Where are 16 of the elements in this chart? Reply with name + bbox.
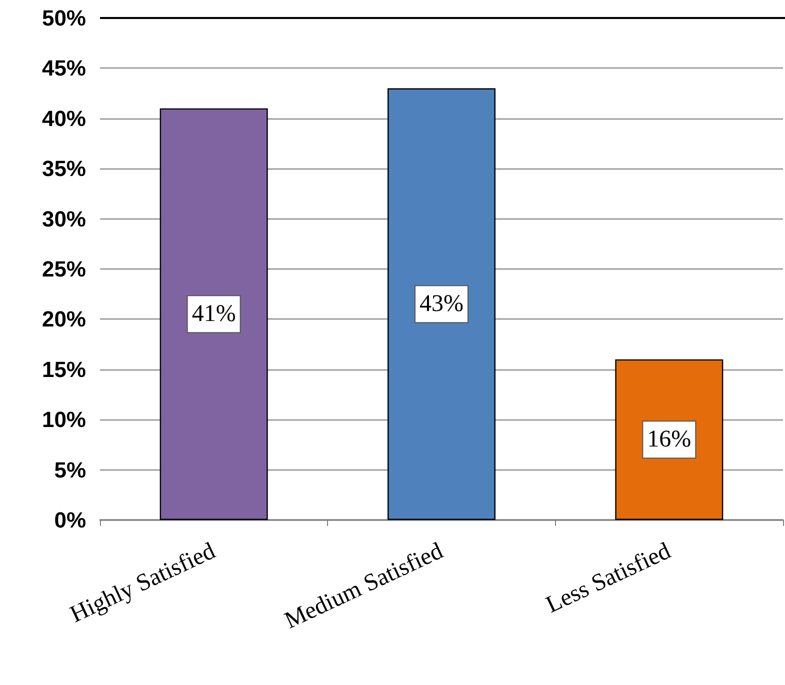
y-tick-label: 10% — [42, 407, 86, 432]
data-label: 16% — [647, 426, 692, 453]
y-tick-label: 50% — [42, 6, 86, 30]
y-tick-label: 5% — [54, 457, 86, 482]
bar — [160, 108, 268, 520]
y-tick-label: 15% — [42, 356, 86, 382]
bar — [388, 88, 496, 520]
y-tick-label: 0% — [54, 508, 86, 532]
y-tick-label: 40% — [42, 106, 86, 131]
y-tick-label: 45% — [42, 56, 86, 81]
data-label: 43% — [420, 291, 464, 318]
y-tick-label: 25% — [42, 256, 86, 282]
data-label: 41% — [192, 301, 236, 328]
y-tick-label: 30% — [42, 206, 86, 232]
y-tick-label: 20% — [42, 306, 86, 332]
y-tick-label: 35% — [42, 156, 86, 182]
